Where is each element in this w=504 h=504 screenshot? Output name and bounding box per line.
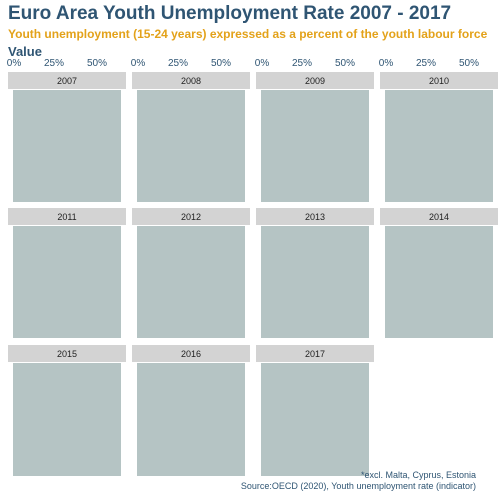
x-tick-label: 25% [291,58,313,69]
facet-bar-2011 [13,226,121,338]
x-tick-label: 25% [43,58,65,69]
source-note: Source:OECD (2020), Youth unemployment r… [240,481,476,491]
facet-strip-2015: 2015 [8,345,126,362]
facet-strip-2010: 2010 [380,72,498,89]
x-tick-label: 0% [6,58,22,69]
x-tick-label: 25% [167,58,189,69]
facet-bar-2012 [137,226,245,338]
facet-bar-2010 [385,90,493,202]
facet-bar-2017 [261,363,369,476]
x-tick-label: 0% [378,58,394,69]
facet-bar-2014 [385,226,493,338]
facet-strip-2012: 2012 [132,208,250,225]
facet-strip-2013: 2013 [256,208,374,225]
x-tick-label: 0% [130,58,146,69]
x-tick-label: 50% [210,58,232,69]
x-tick-label: 50% [86,58,108,69]
facet-bar-2016 [137,363,245,476]
facet-bar-2007 [13,90,121,202]
footnote: *excl. Malta, Cyprus, Estonia [360,470,476,480]
facet-bar-2008 [137,90,245,202]
x-tick-label: 50% [458,58,480,69]
facet-strip-2008: 2008 [132,72,250,89]
facet-bar-2013 [261,226,369,338]
facet-strip-2017: 2017 [256,345,374,362]
facet-strip-2009: 2009 [256,72,374,89]
chart-subtitle: Youth unemployment (15-24 years) express… [8,27,488,41]
facet-strip-2007: 2007 [8,72,126,89]
x-tick-label: 50% [334,58,356,69]
facet-bar-2015 [13,363,121,476]
facet-strip-2011: 2011 [8,208,126,225]
x-tick-label: 25% [415,58,437,69]
value-label: Value [8,44,42,59]
chart-title: Euro Area Youth Unemployment Rate 2007 -… [8,3,452,24]
facet-bar-2009 [261,90,369,202]
facet-strip-2016: 2016 [132,345,250,362]
x-tick-label: 0% [254,58,270,69]
facet-strip-2014: 2014 [380,208,498,225]
